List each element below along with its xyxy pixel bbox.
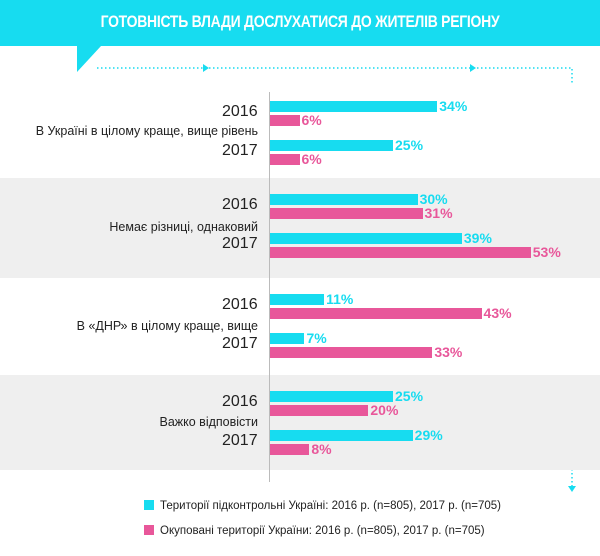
category-band [0,85,600,178]
year-label: 2016 [222,103,258,120]
data-label: 34% [439,98,468,114]
year-label: 2017 [222,142,258,159]
bar-controlled [270,333,305,344]
year-label: 2017 [222,432,258,449]
year-label: 2016 [222,393,258,410]
data-label: 53% [532,244,561,260]
data-label: 31% [424,205,453,221]
bar-occupied [270,405,369,416]
data-label: 33% [434,344,463,360]
data-label: 8% [311,441,332,457]
bar-controlled [270,194,418,205]
data-label: 29% [414,427,443,443]
category-label: В «ДНР» в цілому краще, вище [76,318,258,333]
bar-occupied [270,154,300,165]
bar-controlled [270,430,413,441]
bar-occupied [270,308,482,319]
bar-controlled [270,391,393,402]
year-label: 2016 [222,196,258,213]
bar-controlled [270,294,325,305]
bar-controlled [270,140,393,151]
data-label: 43% [483,305,512,321]
data-label: 39% [463,230,492,246]
legend-swatch-pink [144,525,154,535]
data-label: 6% [301,112,322,128]
title-banner: ГОТОВНІСТЬ ВЛАДИ ДОСЛУХАТИСЯ ДО ЖИТЕЛІВ … [0,0,600,46]
category-label: В Україні в цілому краще, вище рівень [35,123,258,138]
data-label: 7% [306,330,327,346]
bar-occupied [270,115,300,126]
bar-occupied [270,444,310,455]
legend-label: Території підконтрольні Україні: 2016 р.… [160,500,502,512]
legend-label: Окуповані території України: 2016 р. (n=… [160,525,485,537]
data-label: 25% [395,137,424,153]
legend-item-occupied: Окуповані території України: 2016 р. (n=… [144,525,485,537]
category-label: Немає різниці, однаковий [109,220,258,234]
data-label: 30% [419,191,448,207]
category-label: Важко відповісти [159,414,259,429]
data-label: 6% [301,151,322,167]
bar-controlled [270,101,438,112]
data-label: 25% [395,388,424,404]
bar-controlled [270,233,462,244]
chart-title: ГОТОВНІСТЬ ВЛАДИ ДОСЛУХАТИСЯ ДО ЖИТЕЛІВ … [100,12,500,31]
legend-swatch-cyan [144,500,154,510]
data-label: 20% [370,402,399,418]
y-axis-line [269,92,270,482]
bar-occupied [270,247,531,258]
bar-occupied [270,208,423,219]
legend-item-controlled: Території підконтрольні Україні: 2016 р.… [144,500,501,512]
year-label: 2017 [222,235,258,252]
data-label: 11% [326,291,354,307]
year-label: 2016 [222,296,258,313]
bar-occupied [270,347,433,358]
year-label: 2017 [222,335,258,352]
